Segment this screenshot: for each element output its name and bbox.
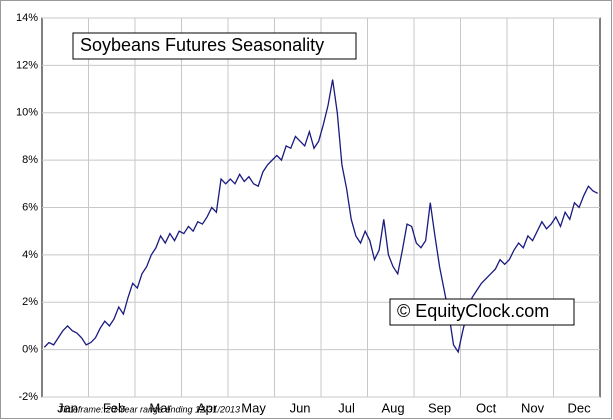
y-tick-label: 10% [16, 107, 38, 119]
y-tick-label: -2% [18, 391, 38, 403]
y-tick-label: 12% [16, 59, 38, 71]
watermark: © EquityClock.com [397, 301, 549, 321]
x-tick-label: May [241, 400, 266, 415]
x-tick-label: Jul [338, 400, 355, 415]
y-tick-label: 4% [22, 249, 38, 261]
chart-title: Soybeans Futures Seasonality [80, 35, 324, 55]
x-tick-label: Dec [568, 400, 592, 415]
x-tick-label: Oct [476, 400, 497, 415]
y-tick-label: 6% [22, 201, 38, 213]
x-tick-label: Aug [382, 400, 405, 415]
footnote: Timeframe: 20-Year range ending 12/31/20… [58, 404, 240, 414]
x-tick-label: Feb [103, 400, 125, 415]
x-tick-label: Nov [521, 400, 545, 415]
x-tick-label: Sep [428, 400, 451, 415]
y-tick-label: 2% [22, 296, 38, 308]
y-tick-label: 0% [22, 344, 38, 356]
y-tick-label: 14% [16, 12, 38, 24]
x-tick-label: Apr [197, 400, 218, 415]
x-tick-label: Jan [57, 400, 78, 415]
grid [42, 17, 600, 398]
data-line [43, 79, 598, 354]
title-box [72, 32, 357, 60]
x-tick-label: Mar [149, 400, 172, 415]
watermark-box [389, 298, 575, 326]
y-tick-label: 8% [22, 154, 38, 166]
x-tick-label: Jun [290, 400, 311, 415]
